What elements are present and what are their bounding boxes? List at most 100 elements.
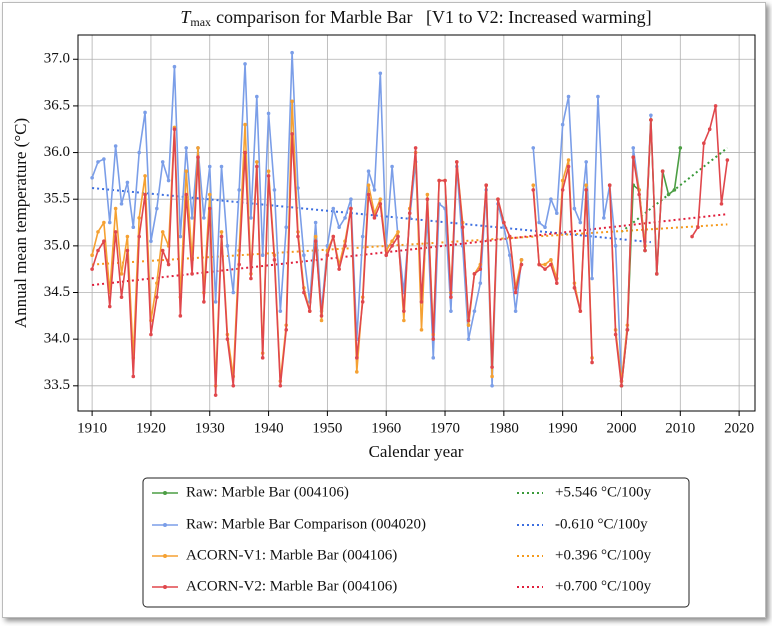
data-point xyxy=(419,300,424,304)
data-point xyxy=(113,144,118,148)
data-point xyxy=(384,253,389,257)
data-point xyxy=(396,230,400,234)
data-point xyxy=(96,230,100,234)
data-point xyxy=(490,374,494,379)
data-point xyxy=(160,160,165,164)
data-point xyxy=(431,356,436,360)
data-point xyxy=(372,216,377,220)
data-point xyxy=(190,272,194,276)
data-point xyxy=(96,160,100,164)
data-point xyxy=(249,276,253,281)
data-point xyxy=(719,202,724,206)
data-point xyxy=(366,183,371,188)
data-point xyxy=(90,175,94,180)
data-point xyxy=(107,304,112,309)
data-point xyxy=(466,318,471,323)
data-point xyxy=(119,202,124,206)
data-point xyxy=(725,158,730,162)
data-point xyxy=(402,309,406,313)
data-point xyxy=(519,258,524,262)
data-point xyxy=(196,155,200,160)
data-point xyxy=(184,192,189,197)
data-point xyxy=(449,295,453,299)
data-point xyxy=(660,169,665,174)
x-tick-label: 1910 xyxy=(77,420,107,436)
trend-line xyxy=(92,223,728,266)
data-point xyxy=(90,267,94,271)
data-point xyxy=(255,160,259,164)
data-point xyxy=(531,183,536,188)
data-point xyxy=(390,164,394,169)
data-point xyxy=(202,300,206,304)
data-point xyxy=(307,309,312,313)
x-tick-label: 2000 xyxy=(606,420,636,436)
legend-label: Raw: Marble Bar Comparison (004020) xyxy=(186,516,426,532)
data-point xyxy=(549,197,553,202)
data-point xyxy=(278,309,283,313)
y-tick-label: 36.5 xyxy=(44,97,70,113)
data-point xyxy=(284,328,289,332)
data-point xyxy=(407,211,412,216)
data-point xyxy=(266,169,271,174)
data-point xyxy=(537,262,541,267)
data-point xyxy=(113,230,118,234)
data-point xyxy=(272,258,277,262)
data-point xyxy=(337,225,341,229)
x-tick-label: 2020 xyxy=(724,420,754,436)
y-axis-label: Annual mean temperature (°C) xyxy=(11,118,30,328)
data-point xyxy=(425,192,430,197)
trend-line xyxy=(92,213,728,287)
data-point xyxy=(155,206,159,211)
data-point xyxy=(278,384,283,388)
data-point xyxy=(584,188,588,192)
data-point xyxy=(613,244,618,248)
data-point xyxy=(231,384,236,388)
data-point xyxy=(378,197,383,202)
data-point xyxy=(566,158,571,162)
data-point xyxy=(413,146,418,150)
data-point xyxy=(607,183,612,188)
data-point xyxy=(202,216,206,220)
data-point xyxy=(243,150,247,155)
series-line xyxy=(91,51,652,387)
data-point xyxy=(160,248,165,253)
data-point xyxy=(613,332,618,337)
data-point xyxy=(149,239,153,243)
data-point xyxy=(443,178,447,183)
data-point xyxy=(90,253,94,257)
data-point xyxy=(219,234,224,239)
data-point xyxy=(549,262,553,267)
data-point xyxy=(643,248,647,253)
data-point xyxy=(578,309,583,313)
data-point xyxy=(425,197,430,202)
data-point xyxy=(102,239,106,243)
x-tick-label: 1940 xyxy=(254,420,284,436)
data-point xyxy=(590,276,594,281)
data-point xyxy=(255,164,259,169)
data-point xyxy=(102,220,106,225)
data-point xyxy=(119,272,124,276)
data-point xyxy=(284,225,289,229)
series-line xyxy=(91,105,729,396)
x-axis-label: Calendar year xyxy=(369,442,464,461)
title-subscript: max xyxy=(190,15,211,29)
data-point xyxy=(672,188,677,192)
legend-box xyxy=(142,477,690,608)
data-point xyxy=(466,323,471,327)
data-point xyxy=(478,267,483,271)
legend-label: +5.546 °C/100y xyxy=(555,484,652,500)
data-point xyxy=(166,262,171,267)
data-point xyxy=(537,220,541,225)
data-point xyxy=(331,206,336,211)
data-point xyxy=(313,234,318,239)
data-point xyxy=(637,192,641,197)
data-point xyxy=(325,253,330,257)
data-point xyxy=(207,206,212,211)
data-point xyxy=(560,122,565,127)
data-point xyxy=(713,104,718,108)
y-tick-label: 33.5 xyxy=(44,377,70,393)
data-point xyxy=(290,132,294,136)
legend-label: ACORN-V1: Marble Bar (004106) xyxy=(186,547,397,563)
data-point xyxy=(666,192,671,197)
data-point xyxy=(578,220,583,225)
